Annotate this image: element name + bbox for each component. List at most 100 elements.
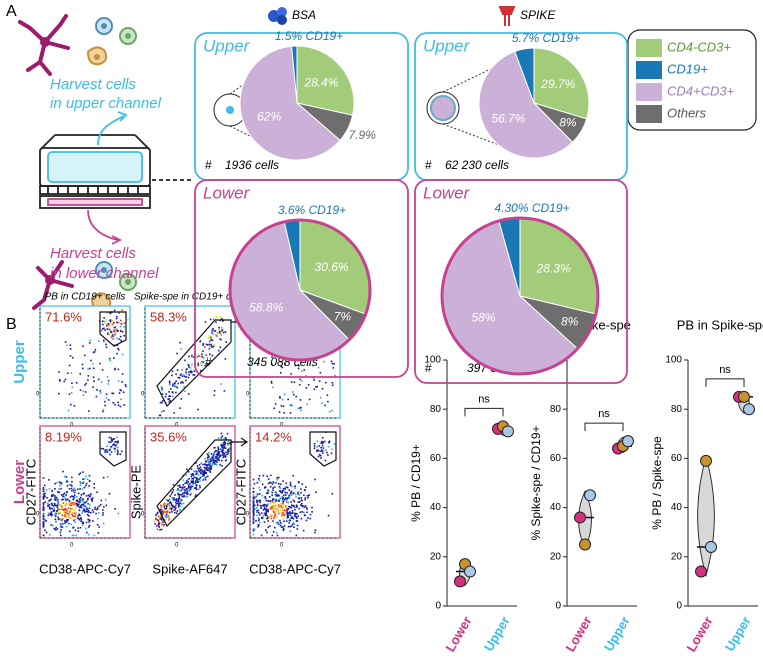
event-dot [207,464,209,466]
event-dot [304,497,307,499]
event-dot [274,491,277,494]
event-dot [267,520,269,522]
event-dot [65,503,68,506]
pie-label: 5.7% CD19+ [512,31,580,45]
pie-slice [291,45,298,104]
event-dot [287,398,289,401]
event-dot [216,332,219,334]
event-dot [283,490,285,492]
event-dot [304,489,307,492]
cell-count: 62 230 cells [445,158,509,172]
event-dot [322,447,325,449]
event-dot [109,312,112,315]
event-dot [51,489,53,492]
event-dot [210,336,213,338]
event-dot [282,496,285,499]
event-dot [65,520,67,522]
event-dot [260,507,262,509]
event-dot [206,459,209,461]
event-dot [288,511,291,514]
event-dot [175,380,177,383]
event-dot [176,502,178,505]
event-dot [88,485,90,487]
event-dot [118,392,121,394]
event-dot [185,474,188,477]
event-dot [202,342,205,345]
event-dot [228,447,231,450]
event-dot [102,408,105,411]
y-tick-label: 40 [671,502,683,513]
event-dot [63,511,65,513]
event-dot [333,363,335,365]
gate-percent: 8.19% [45,429,82,444]
event-dot [195,470,198,473]
event-dot [116,352,118,355]
event-dot [106,333,109,335]
event-dot [69,344,72,346]
gate-arrow [231,437,249,447]
event-dot [204,467,207,469]
event-dot [290,381,293,383]
event-dot [74,506,77,509]
event-dot [204,364,206,367]
event-dot [276,478,279,481]
event-dot [66,480,69,483]
event-dot [59,380,61,382]
event-dot [66,372,69,374]
event-dot [48,504,51,506]
event-dot [333,443,336,445]
event-dot [55,526,57,529]
event-dot [280,522,282,524]
event-dot [189,493,192,496]
event-dot [186,482,189,485]
event-dot [204,460,207,463]
event-dot [227,452,230,454]
event-dot [62,495,64,498]
event-dot [159,528,161,531]
event-dot [108,441,110,443]
event-dot [201,475,204,478]
event-dot [171,391,174,393]
event-dot [109,322,111,325]
event-dot [161,517,163,519]
event-dot [221,435,224,437]
event-dot [69,502,72,504]
event-dot [328,441,330,444]
event-dot [268,517,270,520]
event-dot [211,354,214,357]
event-dot [174,507,177,509]
event-dot [321,442,324,445]
event-dot [42,488,45,491]
event-dot [65,516,68,518]
event-dot [160,508,163,511]
event-dot [167,514,170,517]
event-dot [258,486,260,489]
event-dot [73,496,75,498]
event-dot [114,508,116,510]
event-dot [216,452,219,455]
event-dot [42,508,45,511]
event-dot [256,501,258,504]
event-dot [280,512,283,514]
event-dot [268,525,271,527]
event-dot [121,330,124,333]
event-dot [99,362,101,365]
event-dot [194,473,196,476]
event-dot [182,484,185,486]
event-dot [42,477,45,479]
event-dot [206,475,209,478]
event-dot [170,508,173,511]
event-dot [81,363,84,366]
event-dot [177,506,180,508]
event-dot [180,382,182,384]
event-dot [275,498,277,501]
event-dot [293,492,295,494]
event-dot [173,509,175,512]
event-dot [331,448,333,451]
event-dot [256,494,259,496]
event-dot [169,495,172,497]
event-dot [278,523,281,525]
event-dot [291,485,293,488]
event-dot [188,366,190,368]
event-dot [175,385,178,388]
